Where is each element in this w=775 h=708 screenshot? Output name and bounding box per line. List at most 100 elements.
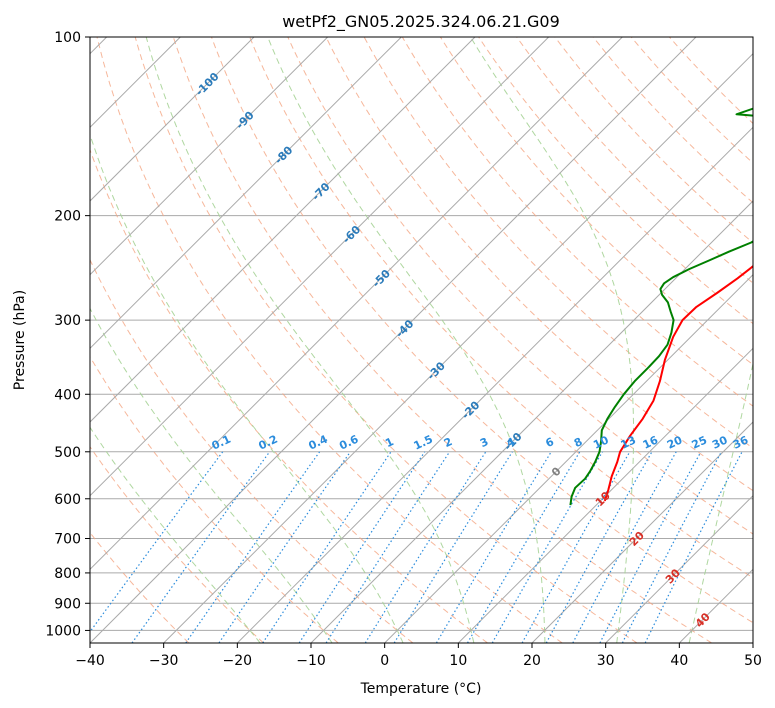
isotherm-line <box>310 200 753 643</box>
mixing-ratio-label: 30 <box>710 433 730 451</box>
x-tick-label: 30 <box>597 653 615 669</box>
mixing-ratio-line <box>644 451 743 643</box>
dry-adiabat <box>592 37 753 204</box>
isotherm-line <box>605 494 753 643</box>
dry-adiabat <box>90 445 264 643</box>
moist-adiabats <box>90 37 753 643</box>
dry-adiabat <box>90 531 190 643</box>
isotherm-label: 20 <box>627 529 647 549</box>
y-tick-label: 100 <box>54 30 81 46</box>
isotherm-line <box>457 347 753 643</box>
mixing-ratio-label: 20 <box>665 433 685 451</box>
mixing-ratio-label: 3 <box>478 435 490 450</box>
dry-adiabat <box>669 37 753 125</box>
mixing-ratio-line <box>298 451 426 643</box>
x-tick-label: −30 <box>149 653 179 669</box>
isotherm-label: -70 <box>309 180 332 203</box>
isotherms <box>90 37 753 643</box>
mixing-ratio-line <box>185 451 321 643</box>
mixing-ratio-line <box>521 451 631 643</box>
dry-adiabat <box>134 37 638 643</box>
mixing-ratio-label: 8 <box>572 435 584 450</box>
moist-adiabat <box>90 307 333 643</box>
y-tick-label: 1000 <box>45 623 81 639</box>
mixing-ratio-label: 13 <box>619 433 638 451</box>
x-tick-label: −10 <box>296 653 326 669</box>
isotherm-line <box>678 568 753 643</box>
y-tick-label: 600 <box>54 492 81 508</box>
mixing-ratio-line <box>325 451 451 643</box>
mixing-ratio-label: 6 <box>544 435 557 450</box>
mixing-ratio-label: 1 <box>383 435 395 450</box>
isotherm-line <box>90 37 255 202</box>
moist-adiabat <box>145 37 475 643</box>
dry-adiabat <box>211 37 753 624</box>
isotherm-line <box>90 37 697 643</box>
dry-adiabat <box>516 37 753 284</box>
dry-adiabat <box>249 37 753 579</box>
mixing-ratio-label: 0.1 <box>210 433 233 453</box>
y-tick-label: 300 <box>54 313 81 329</box>
mixing-ratio-label: 10 <box>591 433 611 451</box>
dewpoint-profile <box>569 107 753 506</box>
moist-adiabat <box>470 37 634 643</box>
pressure-gridlines <box>90 37 753 631</box>
mixing-ratio-line <box>435 451 552 643</box>
dry-adiabat <box>325 37 753 492</box>
y-tick-label: 700 <box>54 532 81 548</box>
moist-adiabat <box>90 426 261 643</box>
dry-adiabat <box>172 37 712 643</box>
x-tick-label: −40 <box>75 653 105 669</box>
dry-adiabat <box>439 37 753 366</box>
moist-adiabat <box>90 133 404 643</box>
isotherm-line <box>90 37 623 571</box>
isotherm-line <box>90 37 402 350</box>
mixing-ratio-label: 16 <box>641 433 661 451</box>
isotherm-label: 10 <box>593 489 613 509</box>
mixing-ratio-line <box>262 451 392 643</box>
dry-adiabat <box>554 37 753 244</box>
x-tick-label: −20 <box>223 653 253 669</box>
x-tick-label: 10 <box>449 653 467 669</box>
isotherm-line <box>236 126 753 643</box>
moist-adiabat <box>688 361 753 643</box>
x-tick-label: 20 <box>523 653 541 669</box>
mixing-ratio-line <box>572 451 677 643</box>
mixing-ratio-line <box>364 451 487 643</box>
mixing-ratio-line <box>90 451 224 633</box>
dry-adiabat <box>287 37 753 535</box>
temperature-profile <box>603 264 753 502</box>
y-tick-label: 400 <box>54 387 81 403</box>
mixing-ratio-line <box>218 451 351 643</box>
y-axis-ticks: 100 200 300 400 500 600 700 800 900 1000 <box>45 30 90 639</box>
y-tick-label: 800 <box>54 566 81 582</box>
mixing-ratio-line <box>545 451 653 643</box>
isotherm-line <box>90 37 329 276</box>
y-axis-title: Pressure (hPa) <box>12 290 28 390</box>
sounding-profiles <box>569 107 753 506</box>
dry-adiabat <box>90 148 488 643</box>
x-tick-label: 0 <box>380 653 389 669</box>
dry-adiabats <box>90 37 753 643</box>
x-axis-ticks: −40 −30 −20 −10 0 10 20 30 40 50 <box>75 643 762 669</box>
dry-adiabat <box>90 258 414 643</box>
isotherm-line <box>384 273 753 643</box>
mixing-ratio-label: 0.4 <box>307 432 330 452</box>
isotherm-label: -90 <box>233 109 256 132</box>
y-tick-label: 200 <box>54 209 81 225</box>
dry-adiabat <box>96 37 563 643</box>
mixing-ratio-line <box>131 451 271 643</box>
mixing-ratio-label: 25 <box>690 434 709 452</box>
mixing-ratio-lines <box>90 451 743 643</box>
y-tick-label: 500 <box>54 445 81 461</box>
x-tick-label: 40 <box>670 653 688 669</box>
x-tick-label: 50 <box>744 653 762 669</box>
chart-title: wetPf2_GN05.2025.324.06.21.G09 <box>282 12 560 32</box>
isotherm-line <box>163 52 753 643</box>
isotherm-line <box>752 642 753 643</box>
isotherm-line <box>90 37 476 423</box>
x-axis-title: Temperature (°C) <box>360 681 482 697</box>
isotherm-label: -30 <box>425 359 448 382</box>
isotherm-line <box>90 37 550 497</box>
